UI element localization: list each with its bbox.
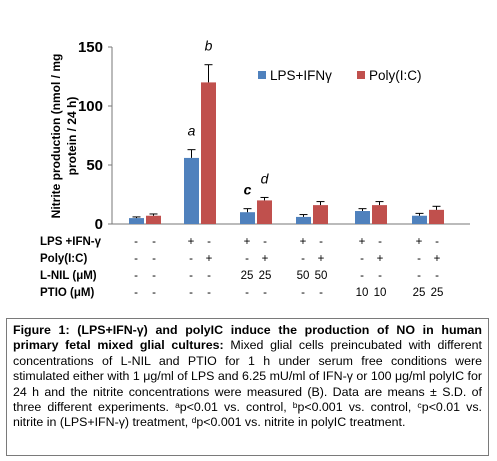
bar-polyic: [146, 215, 161, 224]
treatment-cell: -: [417, 253, 421, 265]
treatment-cell: 25: [259, 270, 272, 282]
legend-label: Poly(I:C): [369, 68, 422, 83]
treatment-cell: +: [434, 253, 441, 265]
treatment-cell: -: [360, 253, 364, 265]
bar-lps-ifn: [355, 211, 370, 224]
y-tick-label: 50: [86, 157, 103, 174]
treatment-cell: -: [360, 270, 364, 282]
treatment-cell: +: [206, 253, 213, 265]
treatment-cell: 25: [431, 287, 444, 299]
treatment-cell: -: [152, 287, 156, 299]
treatment-cell: -: [207, 270, 211, 282]
treatment-cell: -: [207, 236, 211, 248]
y-tick-label: 0: [95, 216, 103, 233]
treatment-cell: +: [300, 236, 307, 248]
treatment-cell: -: [263, 287, 267, 299]
bar-polyic: [257, 200, 272, 224]
treatment-cell: -: [134, 236, 138, 248]
treatment-cell: -: [245, 253, 249, 265]
treatment-cell: 25: [413, 287, 426, 299]
treatment-cell: -: [134, 253, 138, 265]
legend-label: LPS+IFNγ: [270, 68, 332, 83]
treatment-cell: +: [262, 253, 269, 265]
bar-polyic: [372, 205, 387, 224]
treatment-cell: -: [435, 236, 439, 248]
treatment-cell: -: [207, 287, 211, 299]
treatment-cell: +: [318, 253, 325, 265]
treatment-row-label: LPS +IFN-γ: [40, 236, 102, 248]
treatment-cell: +: [359, 236, 366, 248]
treatment-cell: 25: [241, 270, 254, 282]
treatment-cell: -: [301, 253, 305, 265]
bar-lps-ifn: [296, 216, 311, 224]
treatment-cell: -: [189, 253, 193, 265]
treatment-row-label: L-NIL (μM): [40, 270, 97, 282]
significance-label: d: [261, 170, 270, 186]
y-tick-label: 100: [78, 98, 103, 115]
treatment-cell: +: [377, 253, 384, 265]
treatment-cell: -: [152, 236, 156, 248]
bar-polyic: [201, 82, 216, 225]
treatment-row-label: Poly(I:C): [40, 253, 87, 265]
treatment-cell: -: [189, 270, 193, 282]
treatment-cell: 10: [374, 287, 387, 299]
caption-body: Mixed glial cells preincubated with diff…: [13, 338, 482, 430]
treatment-cell: -: [263, 236, 267, 248]
treatment-cell: -: [417, 270, 421, 282]
significance-label: a: [188, 123, 196, 139]
treatment-cell: +: [244, 236, 251, 248]
treatment-cell: +: [188, 236, 195, 248]
treatment-cell: -: [189, 287, 193, 299]
treatment-cell: 50: [297, 270, 310, 282]
significance-label: b: [205, 38, 213, 54]
treatment-cell: -: [378, 236, 382, 248]
bar-lps-ifn: [412, 215, 427, 224]
treatment-cell: -: [319, 236, 323, 248]
treatment-cell: -: [134, 270, 138, 282]
treatment-cell: 50: [315, 270, 328, 282]
legend-swatch: [258, 71, 266, 79]
bar-polyic: [429, 209, 444, 224]
bar-polyic: [313, 205, 328, 224]
treatment-cell: -: [301, 287, 305, 299]
nitrite-bar-chart: 0 50 100 150 Nitrite production (nmol / mg pr…: [40, 38, 470, 299]
treatment-cell: -: [435, 270, 439, 282]
legend-swatch: [357, 71, 365, 79]
bar-lps-ifn: [129, 218, 144, 224]
treatment-cell: -: [134, 287, 138, 299]
treatment-row-label: PTIO (μM): [40, 287, 94, 299]
y-tick-label: 150: [78, 39, 103, 56]
bar-lps-ifn: [184, 157, 199, 224]
caption-title: Figure 1: (LPS+IFN-γ) and polyIC induce …: [13, 323, 482, 353]
treatment-cell: 10: [356, 287, 369, 299]
y-axis-title-line2: protein / 24 h): [65, 97, 79, 176]
figure-caption: Figure 1: (LPS+IFN-γ) and polyIC induce …: [6, 318, 489, 456]
treatment-cell: -: [378, 270, 382, 282]
treatment-cell: +: [416, 236, 423, 248]
treatment-cell: -: [319, 287, 323, 299]
treatment-cell: -: [152, 270, 156, 282]
y-axis-title-line1: Nitrite production (nmol / mg: [49, 54, 63, 219]
treatment-cell: -: [152, 253, 156, 265]
treatment-cell: -: [245, 287, 249, 299]
significance-label: c: [244, 182, 252, 198]
bar-lps-ifn: [240, 212, 255, 224]
